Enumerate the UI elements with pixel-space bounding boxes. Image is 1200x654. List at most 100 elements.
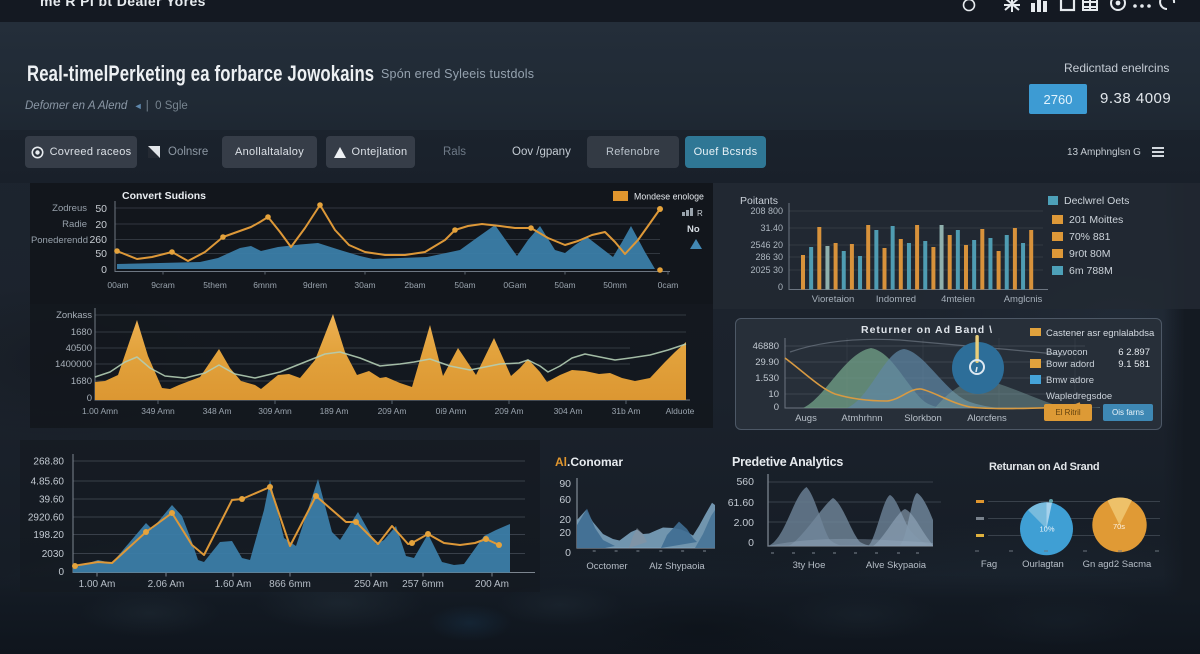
svg-text:1680: 1680 xyxy=(71,376,92,387)
svg-text:2546 20: 2546 20 xyxy=(750,240,783,250)
svg-text:348 Am: 348 Am xyxy=(203,406,232,416)
svg-text:1680: 1680 xyxy=(71,327,92,338)
svg-text:Mondese enologe: Mondese enologe xyxy=(634,192,704,202)
svg-text:9.1 581: 9.1 581 xyxy=(1118,359,1150,370)
svg-text:2025 30: 2025 30 xyxy=(750,265,783,275)
svg-text:61.60: 61.60 xyxy=(728,497,754,509)
svg-text:Zodreus: Zodreus xyxy=(52,203,87,214)
svg-text:Indomred: Indomred xyxy=(876,294,916,305)
svg-text:349 Amn: 349 Amn xyxy=(141,406,175,416)
svg-text:R: R xyxy=(697,209,703,218)
svg-text:250 Am: 250 Am xyxy=(354,579,388,590)
svg-text:30am: 30am xyxy=(354,280,375,290)
svg-text:50: 50 xyxy=(95,203,107,215)
svg-text:50mm: 50mm xyxy=(603,280,627,290)
svg-text:0i9 Amn: 0i9 Amn xyxy=(436,406,467,416)
svg-text:0: 0 xyxy=(101,264,107,276)
svg-text:Predetive Analytics: Predetive Analytics xyxy=(732,455,843,469)
svg-text:Bowr adord: Bowr adord xyxy=(1046,359,1095,370)
svg-text:4mteien: 4mteien xyxy=(941,294,975,305)
svg-text:Ponederendd: Ponederendd xyxy=(31,235,88,246)
svg-text:1400000: 1400000 xyxy=(55,359,92,370)
svg-text:20: 20 xyxy=(95,219,107,231)
svg-text:50am: 50am xyxy=(554,280,575,290)
svg-text:Alduote: Alduote xyxy=(666,406,695,416)
svg-text:304 Am: 304 Am xyxy=(554,406,583,416)
svg-text:0: 0 xyxy=(774,402,779,413)
svg-text:9r0t 80M: 9r0t 80M xyxy=(1069,248,1110,260)
svg-text:Wapledregsdoe: Wapledregsdoe xyxy=(1046,391,1112,402)
svg-text:189 Am: 189 Am xyxy=(320,406,349,416)
svg-text:209 Am: 209 Am xyxy=(378,406,407,416)
svg-text:Augs: Augs xyxy=(795,413,817,424)
svg-text:Radie: Radie xyxy=(62,219,87,230)
svg-text:6m 788M: 6m 788M xyxy=(1069,265,1113,277)
svg-text:1.00 Amn: 1.00 Amn xyxy=(82,406,118,416)
svg-text:260: 260 xyxy=(89,234,107,246)
svg-text:5them: 5them xyxy=(203,280,227,290)
svg-text:90: 90 xyxy=(559,478,571,490)
svg-text:60: 60 xyxy=(559,494,571,506)
svg-text:No: No xyxy=(687,224,700,235)
svg-text:309 Amn: 309 Amn xyxy=(258,406,292,416)
svg-text:39.60: 39.60 xyxy=(39,495,64,506)
svg-text:0Gam: 0Gam xyxy=(503,280,526,290)
svg-text:Returner on Ad Band \: Returner on Ad Band \ xyxy=(861,324,993,336)
svg-text:Occtomer: Occtomer xyxy=(586,561,627,572)
svg-text:0: 0 xyxy=(565,547,571,559)
svg-text:Slorkbon: Slorkbon xyxy=(904,413,942,424)
svg-text:2bam: 2bam xyxy=(404,280,425,290)
svg-text:Castener asr egnlalabdsa: Castener asr egnlalabdsa xyxy=(1046,328,1155,339)
svg-text:209 Am: 209 Am xyxy=(495,406,524,416)
svg-text:6mnm: 6mnm xyxy=(253,280,277,290)
svg-text:29.90: 29.90 xyxy=(755,357,779,368)
svg-text:Alz Shypaoia: Alz Shypaoia xyxy=(649,561,705,572)
svg-text:46880: 46880 xyxy=(753,341,779,352)
svg-text:31.40: 31.40 xyxy=(760,223,783,233)
svg-text:0: 0 xyxy=(58,567,64,578)
svg-text:Declwrel Oets: Declwrel Oets xyxy=(1064,195,1129,207)
svg-text:Bayvocon: Bayvocon xyxy=(1046,347,1088,358)
svg-text:2.00: 2.00 xyxy=(734,517,755,529)
svg-text:4.85.60: 4.85.60 xyxy=(31,477,65,488)
svg-text:0: 0 xyxy=(778,282,783,292)
svg-text:Returnan on Ad Srand: Returnan on Ad Srand xyxy=(989,461,1099,473)
svg-text:40500: 40500 xyxy=(66,343,92,354)
svg-text:268.80: 268.80 xyxy=(33,457,64,468)
svg-text:Amglcnis: Amglcnis xyxy=(1004,294,1043,305)
svg-text:0: 0 xyxy=(748,537,754,549)
svg-text:6 2.897: 6 2.897 xyxy=(1118,347,1150,358)
svg-text:Al.Conomar: Al.Conomar xyxy=(555,455,623,469)
svg-text:Zonkass: Zonkass xyxy=(56,310,92,321)
svg-text:10%: 10% xyxy=(1039,525,1054,534)
svg-text:0: 0 xyxy=(87,393,92,404)
svg-text:286 30: 286 30 xyxy=(755,252,783,262)
svg-text:50: 50 xyxy=(95,248,107,260)
svg-text:Vioretaion: Vioretaion xyxy=(812,294,855,305)
svg-text:1.00 Am: 1.00 Am xyxy=(79,579,116,590)
svg-text:9cram: 9cram xyxy=(151,280,175,290)
svg-text:201 Moittes: 201 Moittes xyxy=(1069,214,1123,226)
svg-text:Fag: Fag xyxy=(981,559,997,570)
svg-text:9drem: 9drem xyxy=(303,280,327,290)
svg-text:2030: 2030 xyxy=(42,549,65,560)
svg-text:2.06 Am: 2.06 Am xyxy=(148,579,185,590)
svg-text:Convert Sudions: Convert Sudions xyxy=(122,190,206,202)
svg-text:560: 560 xyxy=(736,476,754,488)
svg-text:00am: 00am xyxy=(107,280,128,290)
svg-text:Ois farns: Ois farns xyxy=(1112,408,1144,417)
svg-text:Gn agd2 Sacma: Gn agd2 Sacma xyxy=(1083,559,1152,570)
svg-text:208 800: 208 800 xyxy=(750,206,783,216)
svg-text:70% 881: 70% 881 xyxy=(1069,231,1111,243)
svg-text:Poitants: Poitants xyxy=(740,195,778,207)
svg-text:Atmhrhnn: Atmhrhnn xyxy=(841,413,882,424)
svg-text:1.530: 1.530 xyxy=(755,373,779,384)
svg-text:1.60 Am: 1.60 Am xyxy=(215,579,252,590)
svg-text:0cam: 0cam xyxy=(658,280,679,290)
svg-text:Alve Skypaoia: Alve Skypaoia xyxy=(866,560,927,571)
svg-text:El Ritril: El Ritril xyxy=(1055,408,1081,417)
svg-text:Alorcfens: Alorcfens xyxy=(967,413,1007,424)
svg-text:3ty Hoe: 3ty Hoe xyxy=(793,560,826,571)
svg-text:257 6mm: 257 6mm xyxy=(402,579,444,590)
svg-text:70s: 70s xyxy=(1113,522,1125,531)
